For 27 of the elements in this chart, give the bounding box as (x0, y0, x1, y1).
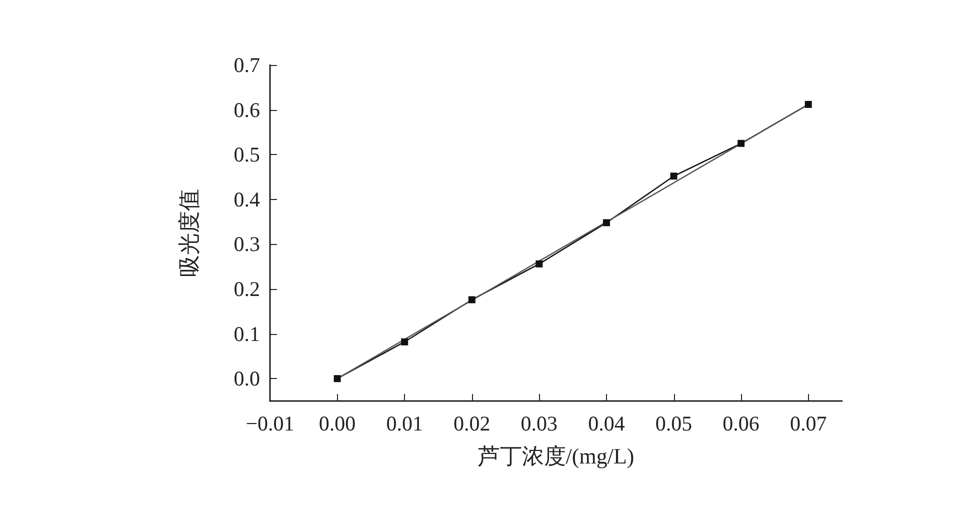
x-tick-label: 0.02 (454, 412, 490, 436)
y-tick-label: 0.1 (234, 322, 260, 346)
point (804, 100, 812, 108)
point (536, 260, 543, 268)
point (738, 140, 745, 147)
point (602, 219, 610, 226)
y-tick-label: 0.3 (234, 232, 260, 256)
y-tick-label: 0.0 (234, 366, 260, 391)
x-tick-label: 0.06 (722, 412, 760, 436)
point (468, 296, 476, 304)
x-tick-label: 0.01 (386, 412, 423, 436)
y-axis-title: 吸光度值 (176, 189, 202, 277)
x-tick-label: 0.00 (318, 412, 356, 436)
x-tick-label: 0.04 (588, 412, 626, 436)
y-tick-label: 0.4 (234, 187, 260, 212)
point (334, 375, 341, 382)
y-tick-label: 0.7 (234, 53, 260, 77)
x-tick-label: 0.05 (655, 412, 692, 436)
x-tick-label: 0.03 (520, 412, 558, 436)
x-tick-label: −0.01 (246, 412, 294, 436)
y-tick-label: 0.2 (234, 277, 260, 301)
point (670, 172, 678, 180)
x-tick-label: 0.07 (790, 412, 827, 436)
y-tick-label: 0.5 (234, 142, 260, 167)
y-tick-label: 0.6 (234, 98, 260, 122)
point (401, 338, 408, 346)
x-axis-title: 芦丁浓度/(mg/L) (478, 444, 634, 468)
